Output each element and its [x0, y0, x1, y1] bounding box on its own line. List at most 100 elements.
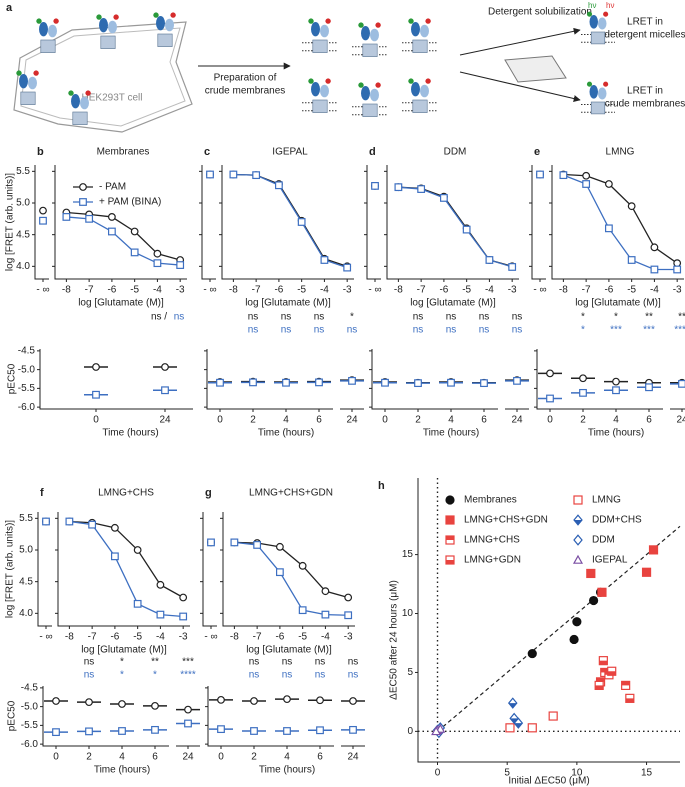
x-tick-label: -6: [107, 285, 116, 296]
y-tick-label: -6.0: [18, 402, 36, 413]
marker-shape: [513, 376, 521, 385]
data-point: [546, 369, 554, 378]
photon-label: hν: [606, 1, 614, 10]
marker-shape: [230, 538, 239, 547]
marker-shape: [42, 517, 50, 526]
data-point: [110, 523, 119, 532]
data-point: [588, 595, 599, 606]
panel-letter: h: [378, 480, 385, 492]
x-tick-label: -4: [650, 285, 659, 296]
data-point: [176, 261, 185, 269]
receptor-glyph: [402, 18, 438, 53]
x-tick-label: 0: [547, 415, 553, 426]
significance-label: *: [614, 312, 618, 323]
outcome-label: detergent micelles: [604, 30, 685, 41]
domain: [420, 24, 429, 38]
mean-point: [77, 698, 101, 707]
dot: [375, 82, 381, 88]
marker-shape: [283, 695, 291, 704]
significance-label: ***: [182, 657, 194, 668]
legend-marker: [573, 514, 583, 526]
y-tick-label: -5.5: [18, 383, 36, 394]
x-tick-label: 24: [346, 415, 358, 426]
marker-shape: [569, 634, 579, 645]
significance-label: ns: [512, 325, 523, 336]
data-point: [156, 610, 165, 619]
marker-shape: [546, 394, 554, 403]
x-tick-label: 10: [571, 768, 583, 779]
data-point: [283, 695, 291, 704]
x-tick-label: -5: [130, 285, 139, 296]
data-point: [344, 611, 353, 620]
marker-shape: [536, 170, 544, 179]
fit-line: [398, 186, 513, 268]
marker-shape: [79, 198, 87, 206]
x-tick-label: - ∞: [36, 285, 49, 296]
significance-label: ns: [249, 670, 260, 681]
dot: [325, 18, 331, 24]
x-tick-label: -7: [417, 285, 426, 296]
x-tick-label: 2: [415, 415, 421, 426]
marker-shape: [110, 552, 119, 561]
data-point: [110, 552, 119, 561]
data-point: [546, 394, 554, 403]
marker-shape: [85, 727, 93, 736]
x-tick-label: -3: [673, 285, 682, 296]
x-axis-title: Time (hours): [258, 428, 314, 439]
data-point: [52, 697, 60, 705]
x-tick-label: -5: [298, 632, 307, 643]
x-tick-label: 15: [641, 768, 653, 779]
data-point: [586, 568, 596, 579]
y-tick-label: 5.0: [16, 198, 30, 209]
data-point: [612, 377, 620, 386]
marker-shape: [582, 171, 591, 180]
marker-shape: [582, 180, 591, 188]
x-tick-label: - ∞: [203, 285, 216, 296]
marker-shape: [153, 259, 162, 268]
significance-label: ns: [315, 657, 326, 668]
marker-half: [621, 681, 630, 686]
significance-label: ns: [446, 325, 457, 336]
marker-shape: [650, 243, 659, 252]
y-tick-label: 4.5: [19, 576, 33, 587]
mean-point: [571, 374, 595, 383]
marker-shape: [316, 696, 324, 705]
significance-label: *: [350, 312, 354, 323]
x-tick-label: 24: [159, 415, 171, 426]
marker-shape: [572, 554, 584, 564]
dot: [603, 11, 609, 17]
mean-point: [143, 725, 167, 734]
marker-shape: [645, 383, 653, 392]
y-tick-label: -5.5: [21, 720, 39, 731]
mean-point: [44, 697, 68, 705]
marker-half: [625, 698, 634, 703]
x-axis-title: log [Glutamate (M)]: [246, 645, 332, 656]
data-point: [572, 617, 582, 627]
y-axis-title: pEC50: [7, 363, 18, 394]
x-tick-label: -7: [582, 285, 591, 296]
data-point: [417, 185, 426, 193]
domain: [165, 18, 174, 32]
helix: [590, 101, 606, 115]
marker-shape: [274, 181, 283, 190]
data-point: [156, 580, 165, 589]
x-tick-label: -4: [320, 285, 329, 296]
marker-shape: [275, 568, 284, 577]
x-axis-title: log [Glutamate (M)]: [575, 298, 661, 309]
legend-marker: [79, 198, 87, 206]
legend-label: IGEPAL: [592, 555, 628, 566]
x-tick-label: 0: [435, 768, 441, 779]
domain: [420, 84, 429, 98]
x-tick-label: 0: [382, 415, 388, 426]
data-point: [414, 379, 422, 388]
data-point: [439, 194, 448, 202]
marker-shape: [179, 612, 188, 621]
marker-shape: [62, 213, 71, 221]
significance-label: *: [153, 670, 157, 681]
domain: [71, 94, 80, 109]
marker-shape: [151, 725, 159, 734]
data-point: [207, 538, 215, 547]
marker-shape: [485, 256, 494, 264]
data-point: [297, 218, 306, 226]
data-point: [673, 265, 682, 274]
